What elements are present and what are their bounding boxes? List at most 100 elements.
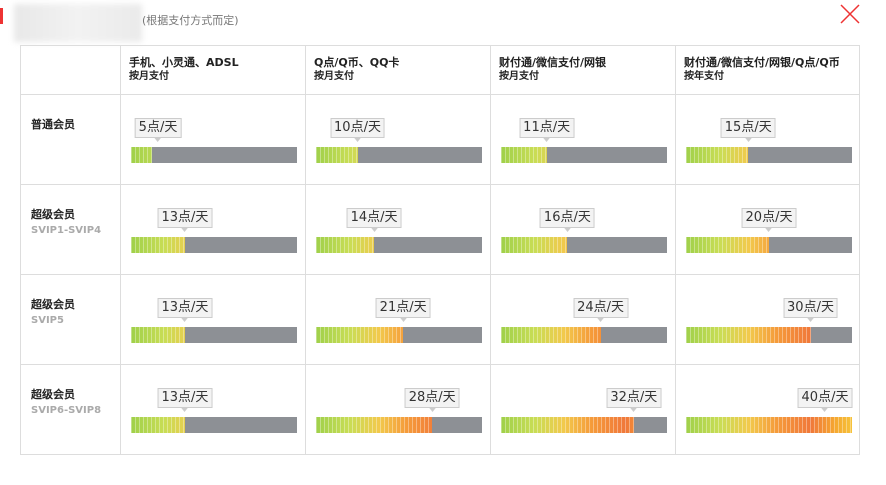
bar-track: [501, 147, 667, 163]
bar-stripes: [501, 327, 601, 343]
bar-stripes: [686, 237, 769, 253]
bar-stripes: [686, 417, 852, 433]
rate-bubble: 13点/天: [157, 208, 213, 232]
bar-gradient: [316, 147, 358, 163]
member-type: 超级会员: [31, 388, 75, 401]
rate-cell: 30点/天: [675, 274, 860, 365]
member-level: SVIP1-SVIP4: [31, 225, 102, 236]
title-mark: [0, 8, 3, 24]
bar-fill: [316, 327, 404, 343]
rate-cell: 10点/天: [305, 94, 491, 185]
bar-gradient: [131, 237, 185, 253]
bar-stripes: [131, 237, 185, 253]
bar-track: [501, 237, 667, 253]
bar-fill: [501, 147, 547, 163]
bar-gradient: [131, 147, 152, 163]
rate-bubble: 10点/天: [330, 118, 385, 142]
rate-cell: 16点/天: [490, 184, 676, 275]
row-header: 超级会员 SVIP1-SVIP4: [20, 184, 121, 275]
bar-track: [686, 237, 852, 253]
bar-track: [131, 237, 297, 253]
bar-fill: [686, 147, 749, 163]
bar-track: [316, 327, 482, 343]
rate-cell: 15点/天: [675, 94, 860, 185]
rate-bubble: 30点/天: [783, 298, 838, 322]
bar-gradient: [131, 417, 185, 433]
column-name: 手机、小灵通、ADSL: [129, 56, 239, 69]
column-payment: 按月支付: [129, 71, 169, 82]
rate-cell: 21点/天: [305, 274, 491, 365]
rate-bubble: 28点/天: [404, 388, 460, 412]
column-payment: 按月支付: [314, 71, 354, 82]
rate-bubble: 20点/天: [741, 208, 797, 232]
bar-gradient: [316, 237, 375, 253]
column-payment: 按月支付: [499, 71, 539, 82]
rate-cell: 13点/天: [120, 274, 306, 365]
rate-bubble: 13点/天: [157, 388, 213, 412]
bar-stripes: [501, 237, 568, 253]
header-row: 手机、小灵通、ADSL 按月支付 Q点/Q币、QQ卡 按月支付 财付通/微信支付/网银按…: [20, 45, 860, 95]
column-name: 财付通/微信支付/网银/Q点/Q币: [684, 56, 840, 69]
bar-stripes: [686, 327, 811, 343]
column-name: Q点/Q币、QQ卡: [314, 56, 400, 69]
bar-stripes: [316, 327, 404, 343]
column-name: 财付通/微信支付/网银: [499, 56, 607, 69]
bar-stripes: [501, 417, 634, 433]
bar-stripes: [131, 147, 152, 163]
bar-gradient: [131, 327, 185, 343]
member-row: 普通会员 5点/天 10点/天 11点/天 15点/天: [20, 94, 860, 185]
bar-track: [686, 327, 852, 343]
rate-cell: 28点/天: [305, 364, 491, 455]
bar-stripes: [316, 417, 433, 433]
bar-track: [686, 147, 852, 163]
bar-gradient: [686, 147, 749, 163]
bar-track: [501, 417, 667, 433]
bar-track: [131, 147, 297, 163]
bar-track: [131, 417, 297, 433]
rate-bubble: 24点/天: [573, 298, 629, 322]
bar-fill: [686, 417, 852, 433]
subtitle: (根据支付方式而定): [142, 14, 239, 27]
bar-gradient: [686, 417, 852, 433]
row-header: 超级会员 SVIP6-SVIP8: [20, 364, 121, 455]
bar-fill: [316, 237, 375, 253]
column-header: 财付通/微信支付/网银/Q点/Q币 按年支付: [675, 45, 860, 95]
bar-stripes: [131, 327, 185, 343]
column-header: 财付通/微信支付/网银 按月支付: [490, 45, 676, 95]
row-header: 普通会员: [20, 94, 121, 185]
rate-bubble: 32点/天: [606, 388, 662, 412]
bar-gradient: [316, 417, 433, 433]
bar-track: [316, 417, 482, 433]
member-row: 超级会员 SVIP6-SVIP8 13点/天 28点/天 32点/天 40点/天: [20, 364, 860, 455]
rate-bubble: 11点/天: [519, 118, 575, 142]
bar-fill: [316, 417, 433, 433]
rate-cell: 40点/天: [675, 364, 860, 455]
bar-fill: [131, 237, 185, 253]
bar-fill: [316, 147, 358, 163]
corner-cell: [20, 45, 121, 95]
bar-gradient: [686, 237, 769, 253]
bar-track: [316, 237, 482, 253]
rate-bubble: 40点/天: [797, 388, 853, 412]
close-button[interactable]: [838, 2, 862, 26]
member-level: SVIP6-SVIP8: [31, 405, 102, 416]
rate-bubble: 21点/天: [375, 298, 431, 322]
member-level: SVIP5: [31, 315, 64, 326]
rate-table: 手机、小灵通、ADSL 按月支付 Q点/Q币、QQ卡 按月支付 财付通/微信支付/网银按…: [20, 45, 860, 455]
column-payment: 按年支付: [684, 71, 724, 82]
member-type: 超级会员: [31, 298, 75, 311]
bar-fill: [131, 417, 185, 433]
bar-fill: [686, 237, 769, 253]
bar-stripes: [686, 147, 749, 163]
rate-cell: 32点/天: [490, 364, 676, 455]
blurred-title: [14, 4, 142, 42]
rate-bubble: 5点/天: [134, 118, 182, 142]
rate-cell: 24点/天: [490, 274, 676, 365]
bar-stripes: [501, 147, 547, 163]
column-header: Q点/Q币、QQ卡 按月支付: [305, 45, 491, 95]
rate-cell: 20点/天: [675, 184, 860, 275]
rate-bubble: 13点/天: [157, 298, 213, 322]
bar-gradient: [316, 327, 404, 343]
rate-cell: 13点/天: [120, 364, 306, 455]
